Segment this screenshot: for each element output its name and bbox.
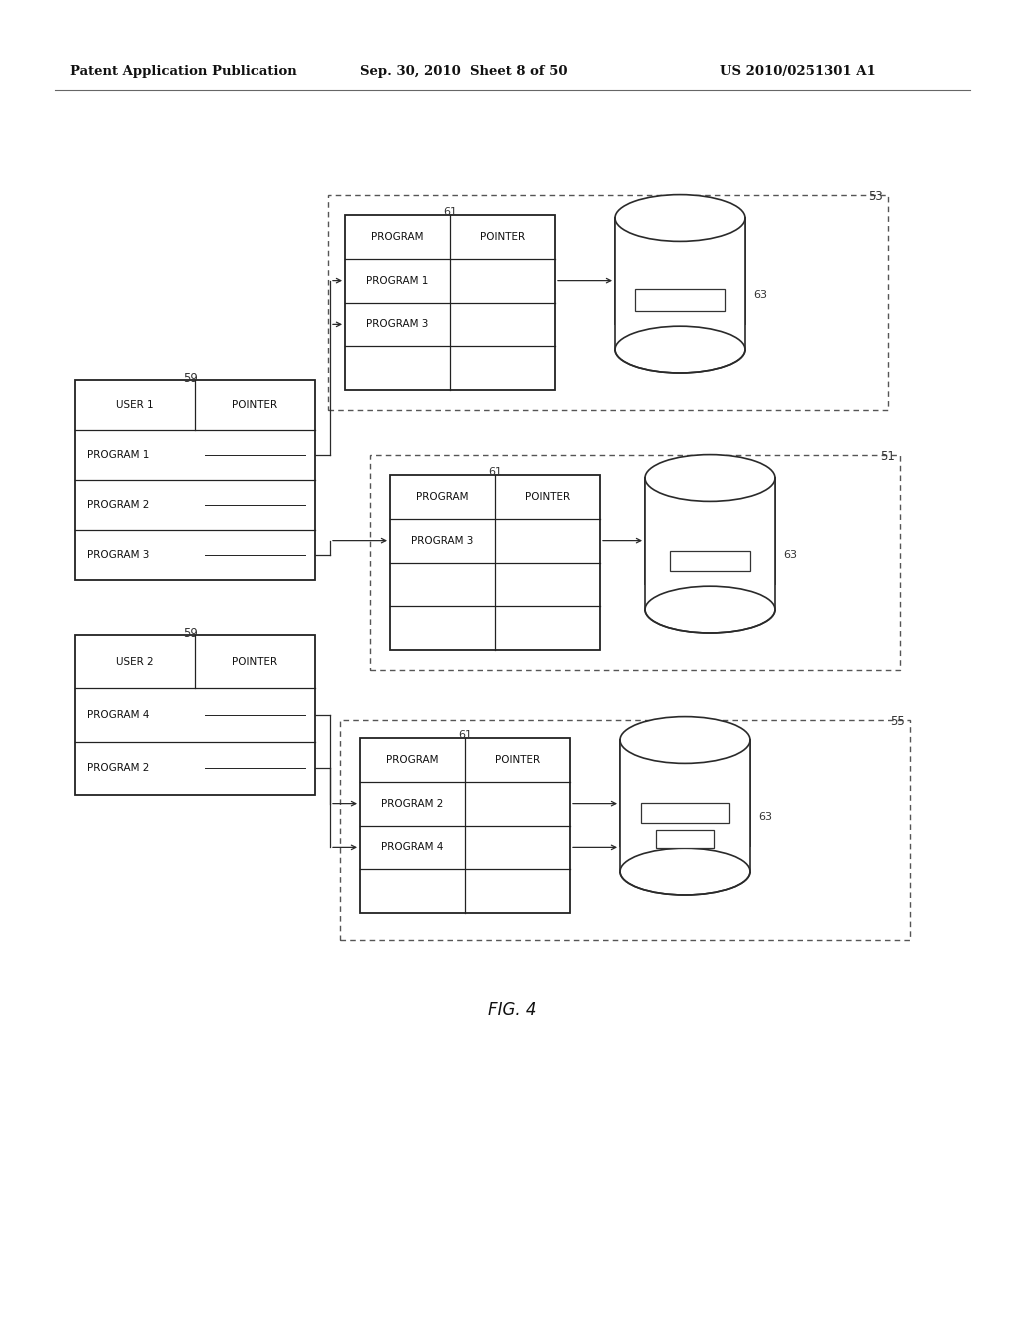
Text: 53: 53 [868,190,883,203]
Ellipse shape [645,586,775,634]
Bar [656,829,714,847]
Text: PROGRAM 3: PROGRAM 3 [367,319,429,330]
Ellipse shape [620,849,750,895]
Text: FIG. 4: FIG. 4 [487,1001,537,1019]
Bar [670,550,750,570]
Text: PROGRAM 4: PROGRAM 4 [87,710,150,719]
Bar [75,380,315,579]
Text: 63: 63 [783,550,797,561]
Text: PROGRAM 3: PROGRAM 3 [412,536,474,545]
Bar [390,475,600,649]
Bar [360,738,570,913]
Text: Patent Application Publication: Patent Application Publication [70,66,297,78]
Bar [614,325,746,350]
Bar [75,635,315,795]
Text: PROGRAM 3: PROGRAM 3 [87,550,150,560]
Text: PROGRAM 4: PROGRAM 4 [381,842,443,853]
Text: 59: 59 [183,372,198,385]
Bar [635,289,725,310]
Text: 63: 63 [753,290,767,301]
Text: 59: 59 [183,627,198,640]
Bar [618,847,751,871]
Bar [641,803,729,822]
Text: PROGRAM: PROGRAM [372,232,424,242]
Text: PROGRAM: PROGRAM [386,755,438,764]
Text: US 2010/0251301 A1: US 2010/0251301 A1 [720,66,876,78]
Text: USER 1: USER 1 [116,400,154,411]
Ellipse shape [615,326,745,374]
Text: 61: 61 [458,730,472,741]
Bar [645,478,775,610]
Text: 51: 51 [880,450,895,463]
Text: 63: 63 [758,813,772,822]
Bar [620,741,750,871]
Text: PROGRAM 2: PROGRAM 2 [87,500,150,510]
Ellipse shape [620,717,750,763]
Text: 61: 61 [488,467,502,477]
Text: POINTER: POINTER [480,232,525,242]
Text: PROGRAM 2: PROGRAM 2 [381,799,443,809]
Text: PROGRAM 2: PROGRAM 2 [87,763,150,774]
Ellipse shape [615,194,745,242]
Text: PROGRAM: PROGRAM [416,492,469,502]
Text: Sep. 30, 2010  Sheet 8 of 50: Sep. 30, 2010 Sheet 8 of 50 [360,66,567,78]
Text: POINTER: POINTER [495,755,540,764]
Text: USER 2: USER 2 [116,656,154,667]
Text: 61: 61 [443,207,457,216]
Bar [644,585,776,610]
Text: PROGRAM 1: PROGRAM 1 [367,276,429,285]
Text: POINTER: POINTER [232,656,278,667]
Bar [615,218,745,350]
Text: POINTER: POINTER [232,400,278,411]
Ellipse shape [645,454,775,502]
Bar [345,215,555,389]
Text: POINTER: POINTER [525,492,570,502]
Text: 55: 55 [890,715,905,729]
Text: PROGRAM 1: PROGRAM 1 [87,450,150,459]
